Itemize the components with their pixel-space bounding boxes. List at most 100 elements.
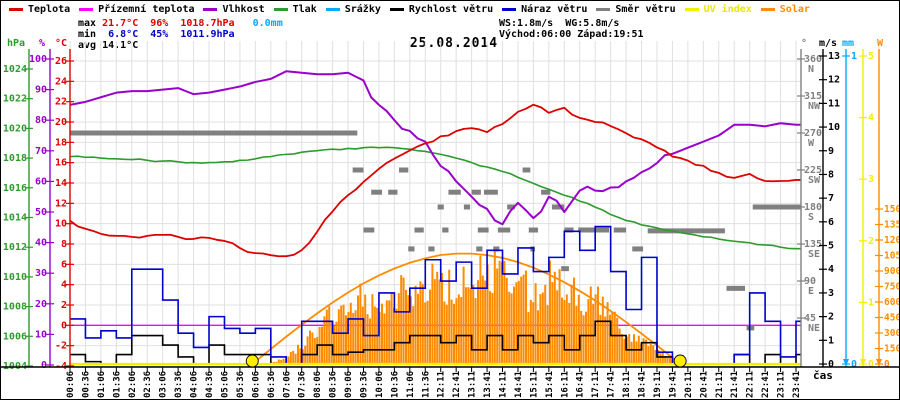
svg-text:11:06: 11:06: [406, 371, 416, 398]
svg-text:00:06: 00:06: [66, 371, 76, 398]
svg-text:03:06: 03:06: [159, 371, 169, 398]
legend-swatch: [203, 8, 218, 11]
svg-text:0: 0: [884, 359, 890, 370]
stat-value: Východ:06:00 Západ:19:51: [499, 29, 644, 40]
legend-label: Tlak: [292, 4, 317, 15]
svg-text:1: 1: [868, 297, 874, 308]
svg-text:90: 90: [804, 276, 816, 287]
svg-text:14: 14: [55, 178, 67, 189]
stat-value: min: [78, 29, 103, 40]
legend-item-2: Vlhkost: [203, 4, 265, 15]
svg-text:W: W: [808, 138, 815, 149]
svg-text:600: 600: [884, 297, 900, 308]
svg-text:6: 6: [828, 217, 834, 228]
series-n-raz-v-tru: [70, 225, 801, 365]
svg-text:16: 16: [55, 158, 67, 169]
svg-text:hPa: hPa: [7, 38, 25, 49]
svg-text:00:36: 00:36: [81, 371, 91, 398]
svg-text:4: 4: [868, 113, 874, 124]
stat-left-row-2: avg 14.1°C: [78, 40, 283, 51]
legend-swatch: [9, 8, 23, 11]
svg-text:11: 11: [828, 98, 840, 109]
stat-left-row-1: min 6.8°C 45% 1011.9hPa: [78, 29, 283, 40]
stat-value: max: [78, 18, 103, 29]
svg-text:S: S: [808, 212, 814, 223]
svg-text:07:06: 07:06: [282, 371, 292, 398]
axes: 1024102210201018101610141012101010081006…: [3, 38, 900, 372]
svg-text:100: 100: [29, 54, 47, 65]
svg-text:°C: °C: [55, 38, 67, 49]
svg-text:450: 450: [884, 313, 900, 324]
svg-text:23:11: 23:11: [777, 371, 787, 398]
svg-text:1010: 1010: [3, 272, 27, 283]
sun-markers: [245, 354, 687, 368]
svg-text:21:41: 21:41: [730, 371, 740, 398]
legend: Teplota Přízemní teplota Vlhkost Tlak Srážky…: [9, 4, 810, 15]
svg-text:16:41: 16:41: [576, 371, 586, 398]
legend-label: Solar: [779, 4, 810, 15]
legend-label: Náraz větru: [521, 4, 588, 15]
svg-text:20: 20: [55, 117, 67, 128]
legend-label: Teplota: [28, 4, 71, 15]
svg-text:5: 5: [868, 51, 874, 62]
legend-item-8: UV index: [684, 4, 752, 15]
svg-text:45: 45: [804, 313, 816, 324]
svg-text:3: 3: [828, 288, 834, 299]
svg-text:E: E: [808, 286, 814, 297]
legend-label: Srážky: [344, 4, 381, 15]
stat-value: avg: [78, 40, 103, 51]
svg-text:315: 315: [804, 91, 822, 102]
svg-text:135: 135: [804, 239, 822, 250]
svg-text:22:41: 22:41: [761, 371, 771, 398]
svg-text:N: N: [808, 64, 814, 75]
stats-minmax: max 21.7°C 96% 1018.7hPa 0.0mm min 6.8°C …: [78, 18, 283, 51]
svg-text:0: 0: [868, 359, 874, 370]
svg-text:10: 10: [35, 329, 47, 340]
svg-text:01:36: 01:36: [112, 371, 122, 398]
svg-text:2: 2: [828, 312, 834, 323]
svg-text:10:36: 10:36: [390, 371, 400, 398]
stat-value: 6.8°C: [102, 29, 139, 40]
legend-label: Vlhkost: [222, 4, 265, 15]
svg-text:1022: 1022: [3, 94, 27, 105]
svg-text:2: 2: [868, 236, 874, 247]
svg-text:18: 18: [55, 137, 67, 148]
svg-text:4: 4: [828, 264, 834, 275]
svg-text:9: 9: [828, 146, 834, 157]
stat-value: 0.0mm: [252, 18, 283, 29]
legend-item-9: Solar: [760, 4, 810, 15]
stat-value: 21.7°C: [102, 18, 139, 29]
svg-text:24: 24: [55, 76, 67, 87]
svg-text:15:11: 15:11: [529, 371, 539, 398]
svg-text:5: 5: [828, 241, 834, 252]
legend-swatch: [273, 8, 288, 11]
svg-text:22:11: 22:11: [746, 371, 756, 398]
svg-text:04:36: 04:36: [205, 371, 215, 398]
svg-text:03:36: 03:36: [174, 371, 184, 398]
series-tlak: [69, 146, 801, 250]
svg-text:12:41: 12:41: [452, 371, 462, 398]
svg-text:8: 8: [828, 169, 834, 180]
svg-text:360: 360: [804, 54, 822, 65]
svg-text:180: 180: [804, 202, 822, 213]
svg-text:1006: 1006: [3, 331, 27, 342]
svg-text:60: 60: [35, 176, 47, 187]
svg-text:1014: 1014: [3, 213, 27, 224]
svg-text:50: 50: [35, 207, 47, 218]
svg-text:02:36: 02:36: [143, 371, 153, 398]
svg-text:40: 40: [35, 238, 47, 249]
legend-label: UV index: [703, 4, 752, 15]
svg-text:3: 3: [868, 174, 874, 185]
stat-value: 96%: [150, 18, 169, 29]
legend-item-4: Srážky: [325, 4, 381, 15]
legend-item-3: Tlak: [273, 4, 317, 15]
svg-text:1024: 1024: [3, 64, 27, 75]
svg-text:-2: -2: [55, 341, 67, 352]
svg-text:07:36: 07:36: [298, 371, 308, 398]
legend-item-0: Teplota: [9, 4, 70, 15]
stat-value: 1011.9hPa: [180, 29, 235, 40]
svg-text:1: 1: [851, 51, 857, 62]
svg-text:08:36: 08:36: [329, 371, 339, 398]
svg-text:SE: SE: [808, 249, 820, 260]
